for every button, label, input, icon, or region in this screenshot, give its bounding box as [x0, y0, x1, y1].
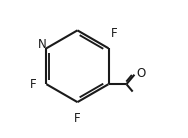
Text: F: F: [111, 27, 118, 40]
Text: O: O: [136, 67, 146, 80]
Text: F: F: [30, 78, 37, 91]
Text: N: N: [38, 38, 47, 51]
Text: F: F: [74, 112, 81, 125]
